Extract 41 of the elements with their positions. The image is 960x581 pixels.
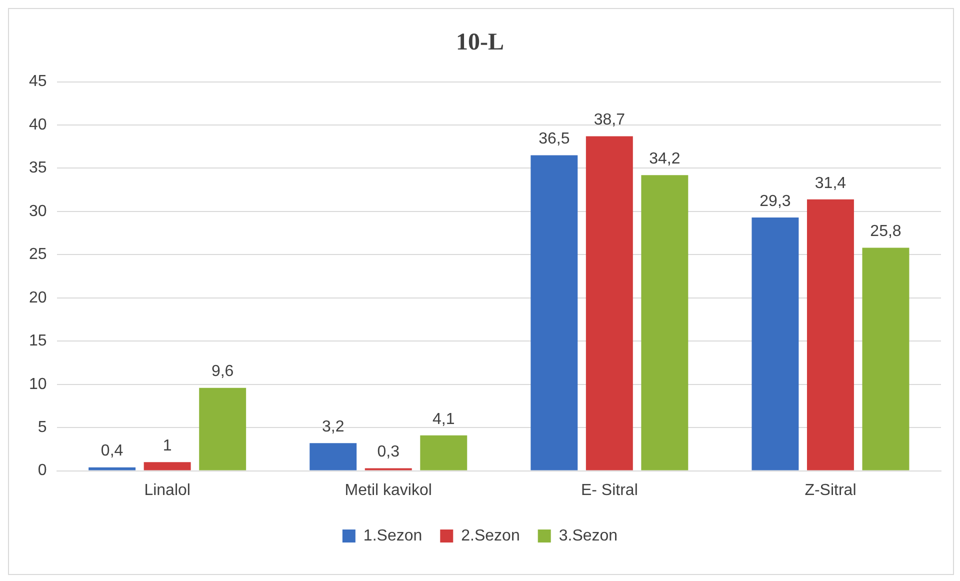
data-label: 34,2 [649, 150, 680, 168]
data-label: 29,3 [760, 192, 791, 210]
y-tick-label: 45 [29, 73, 47, 90]
legend-label: 1.Sezon [363, 527, 422, 544]
bar [862, 248, 910, 470]
bar [641, 175, 688, 470]
bar [530, 155, 578, 470]
bar [586, 136, 633, 470]
legend-label: 2.Sezon [461, 527, 520, 544]
y-tick-label: 30 [29, 202, 47, 220]
bar [752, 218, 799, 470]
data-label: 36,5 [538, 130, 570, 148]
data-label: 31,4 [814, 174, 846, 192]
x-tick-label: Z-Sitral [804, 482, 856, 499]
x-tick-label: Metil kavikol [344, 482, 432, 499]
data-label: 4,1 [432, 410, 455, 428]
y-tick-label: 40 [29, 116, 47, 134]
chart-title: 10-L [456, 30, 504, 56]
bar [144, 462, 191, 470]
legend-label: 3.Sezon [558, 527, 618, 544]
y-tick-label: 5 [38, 418, 47, 436]
bar [310, 443, 357, 470]
y-tick-label: 20 [29, 289, 47, 306]
data-label: 9,6 [211, 363, 234, 380]
bar [88, 467, 136, 470]
bar [806, 199, 854, 470]
data-label: 25,8 [870, 223, 902, 240]
y-tick-label: 10 [29, 376, 47, 393]
y-tick-label: 35 [29, 160, 47, 177]
x-tick-label: Linalol [144, 482, 190, 499]
x-tick-label: E- Sitral [580, 482, 638, 499]
bar [199, 388, 246, 470]
data-label: 0,3 [377, 444, 400, 461]
bar [420, 435, 468, 470]
y-tick-label: 0 [38, 462, 47, 480]
data-label: 0,4 [100, 442, 124, 460]
y-tick-label: 25 [29, 246, 47, 264]
data-label: 3,2 [322, 418, 344, 436]
y-tick-label: 15 [29, 332, 47, 350]
data-label: 1 [162, 438, 172, 455]
data-label: 38,7 [594, 112, 626, 129]
